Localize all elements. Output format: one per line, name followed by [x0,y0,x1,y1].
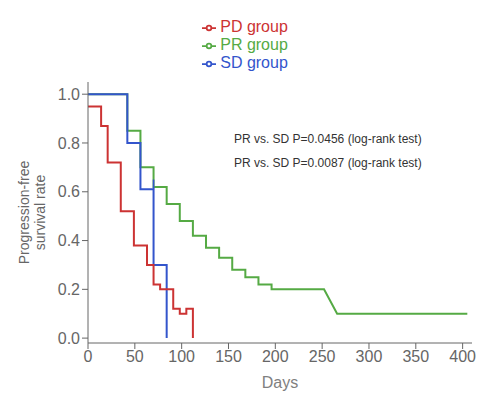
svg-text:200: 200 [262,348,289,365]
svg-text:300: 300 [356,348,383,365]
html-text:PR vs. SD P=0.0456 (log-rank t: PR vs. SD P=0.0456 (log-rank test) [233,132,422,147]
svg-text:0.2: 0.2 [58,281,80,298]
svg-text:50: 50 [126,348,144,365]
svg-text:100: 100 [168,348,195,365]
svg-text:0.4: 0.4 [58,232,80,249]
svg-text:0: 0 [84,348,93,365]
svg-text:250: 250 [309,348,336,365]
svg-text:0.0: 0.0 [58,330,80,347]
html-text:PR vs. SD P=0.0087 (log-rank t: PR vs. SD P=0.0087 (log-rank test) [233,155,422,170]
svg-text:Progression-freesurvival rate: Progression-freesurvival rate [16,161,49,265]
html-text:PR group: PR group [220,36,288,53]
svg-text:150: 150 [215,348,242,365]
svg-text:0.6: 0.6 [58,183,80,200]
svg-text:Days: Days [262,374,298,391]
svg-text:1.0: 1.0 [58,86,80,103]
html-text:SD group: SD group [220,54,288,71]
svg-text:400: 400 [449,348,476,365]
svg-text:350: 350 [402,348,429,365]
html-text:PD group: PD group [220,18,288,35]
svg-text:0.8: 0.8 [58,135,80,152]
